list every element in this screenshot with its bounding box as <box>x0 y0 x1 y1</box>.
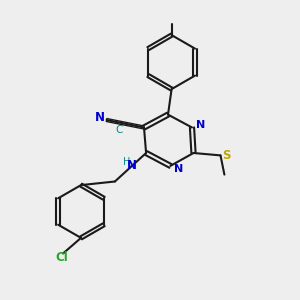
Text: N: N <box>196 119 206 130</box>
Text: Cl: Cl <box>55 250 68 264</box>
Text: N: N <box>127 159 137 172</box>
Text: S: S <box>222 149 230 162</box>
Text: N: N <box>174 164 183 174</box>
Text: N: N <box>95 111 105 124</box>
Text: C: C <box>116 124 123 135</box>
Text: H: H <box>123 157 130 167</box>
